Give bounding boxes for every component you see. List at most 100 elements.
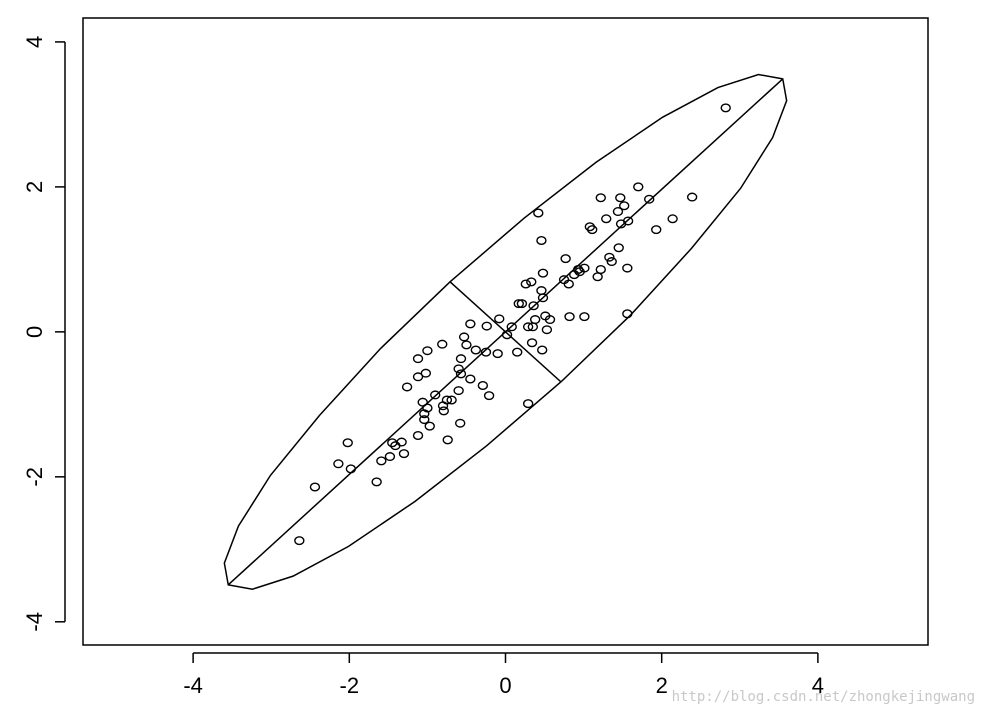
point	[527, 322, 539, 332]
point	[720, 103, 731, 113]
point	[398, 449, 410, 459]
point	[615, 219, 627, 229]
point	[419, 409, 430, 419]
point	[595, 193, 606, 203]
point	[520, 279, 532, 289]
point	[544, 315, 556, 325]
point	[453, 364, 464, 374]
point	[333, 459, 344, 469]
point	[613, 243, 624, 253]
point	[513, 299, 524, 309]
point	[430, 390, 441, 400]
x-tick-label: 2	[656, 673, 668, 698]
point	[465, 374, 476, 384]
x-tick-label: 4	[812, 673, 824, 698]
point	[417, 397, 428, 407]
point	[371, 477, 382, 487]
point	[592, 272, 603, 282]
point	[522, 322, 534, 332]
point	[667, 214, 678, 224]
point	[455, 369, 467, 379]
watermark: http://blog.csdn.net/zhongkejingwang	[672, 689, 975, 705]
point	[470, 345, 482, 355]
point	[442, 435, 453, 445]
point	[376, 456, 387, 466]
point	[412, 372, 424, 382]
point	[412, 354, 424, 364]
point	[438, 406, 450, 416]
point	[437, 401, 449, 411]
point	[560, 254, 571, 264]
point	[384, 452, 396, 462]
point	[612, 207, 624, 217]
point	[396, 437, 407, 447]
point	[512, 347, 523, 357]
point	[424, 421, 435, 431]
point	[537, 293, 549, 303]
point	[537, 345, 548, 355]
point	[419, 415, 430, 425]
point	[643, 194, 655, 204]
x-tick-label: -4	[183, 673, 203, 698]
point	[651, 225, 662, 235]
point	[633, 182, 644, 192]
point	[477, 381, 489, 391]
point	[446, 395, 457, 405]
point	[309, 482, 321, 492]
point	[492, 349, 503, 359]
point	[619, 201, 630, 211]
point	[536, 236, 547, 246]
point	[294, 536, 305, 546]
point	[606, 257, 617, 267]
x-tick-label: -2	[340, 673, 360, 698]
point	[465, 319, 476, 329]
point	[622, 263, 633, 273]
point	[412, 431, 424, 441]
point	[601, 214, 612, 224]
point	[516, 299, 528, 309]
point	[529, 315, 541, 325]
point	[622, 309, 633, 319]
point	[345, 464, 357, 474]
point	[563, 279, 574, 289]
plot-frame	[82, 17, 929, 646]
y-tick-label: 2	[22, 181, 47, 193]
point	[526, 338, 538, 348]
point	[586, 225, 598, 235]
point	[537, 268, 549, 278]
point	[420, 368, 432, 378]
point	[437, 339, 448, 349]
point	[401, 382, 413, 392]
point	[522, 399, 534, 409]
point	[422, 403, 433, 413]
point	[579, 312, 590, 322]
point	[528, 301, 539, 311]
point	[481, 321, 492, 331]
x-tick-label: 0	[499, 673, 511, 698]
point	[604, 252, 615, 262]
point	[483, 391, 495, 401]
point	[461, 340, 472, 350]
point	[458, 332, 470, 342]
point	[455, 354, 467, 364]
point	[536, 286, 547, 296]
point	[541, 325, 553, 335]
point	[494, 314, 505, 324]
point	[453, 386, 464, 396]
point	[455, 418, 466, 428]
point	[686, 192, 698, 202]
axis-segment	[449, 281, 562, 383]
y-tick-label: 4	[22, 36, 47, 48]
point	[390, 441, 401, 451]
point	[526, 277, 537, 287]
point	[506, 322, 517, 332]
point	[564, 312, 575, 322]
y-tick-label: -4	[22, 612, 47, 632]
point	[595, 265, 606, 275]
point	[574, 267, 585, 277]
point	[615, 193, 626, 203]
point	[533, 208, 544, 218]
point	[342, 438, 353, 448]
y-tick-label: -2	[22, 467, 47, 487]
point	[480, 347, 492, 357]
